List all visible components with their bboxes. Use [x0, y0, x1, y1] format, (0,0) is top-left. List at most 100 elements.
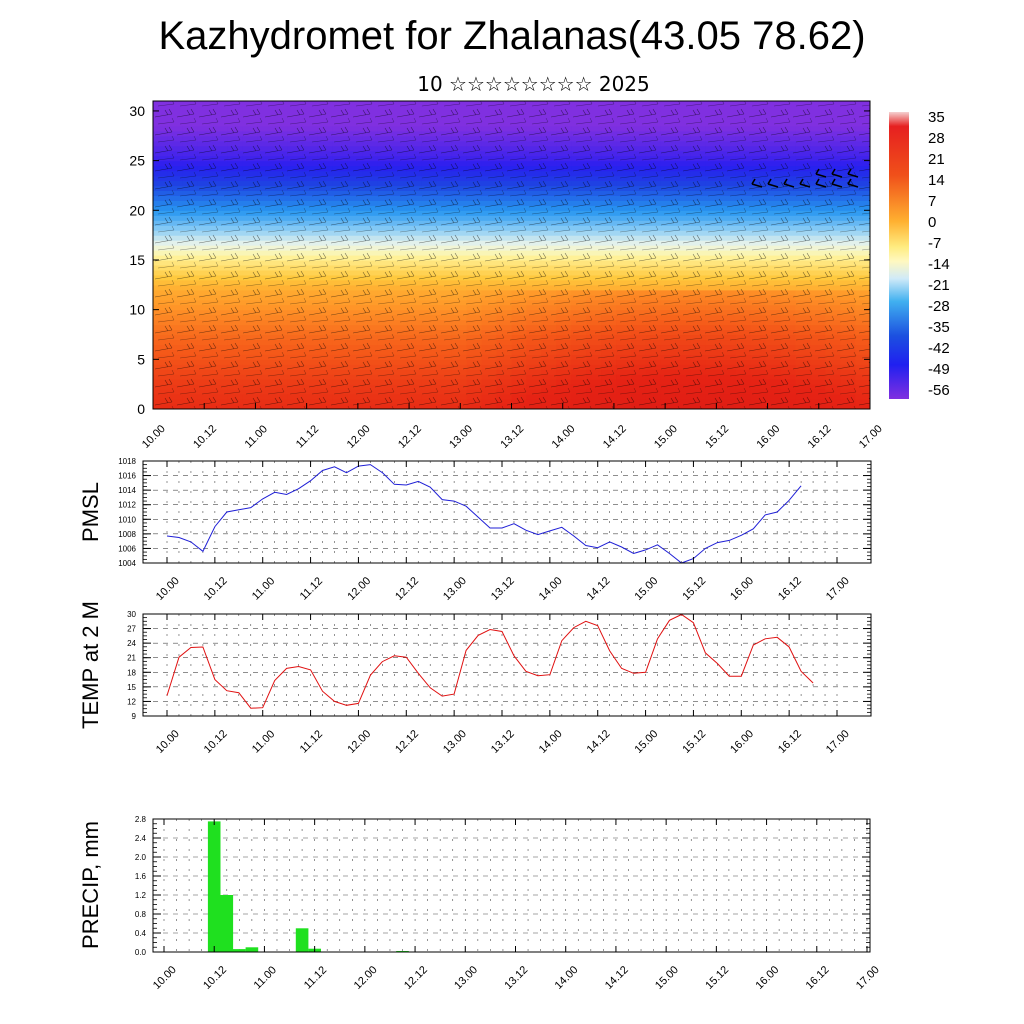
colorbar-label: 7 — [928, 193, 936, 210]
wind-barbs-highlight — [751, 168, 859, 188]
wind-barb — [815, 178, 827, 188]
pmsl-panel: 1004 1006 1008 1010 1012 1014 1016 1018 10.00 10… — [78, 457, 872, 603]
x-tick-label: 11.00 — [250, 575, 277, 602]
x-tick-label: 12.00 — [345, 728, 373, 756]
x-tick-label: 12.12 — [393, 728, 421, 756]
colorbar-label: -28 — [928, 298, 950, 315]
x-tick-label: 15.12 — [703, 964, 731, 992]
precip-ylabel: PRECIP, mm — [78, 821, 103, 949]
precip-bar — [233, 949, 246, 952]
colorbar-label: 14 — [928, 172, 945, 189]
precip-bar — [207, 821, 221, 952]
precip-bar — [220, 895, 234, 952]
y-tick-label: 12 — [127, 697, 136, 706]
x-tick-label: 15.00 — [653, 964, 681, 992]
y-tick-label: 21 — [127, 654, 136, 663]
x-tick-label: 15.12 — [680, 728, 708, 756]
x-tick-label: 10.12 — [191, 423, 219, 451]
x-tick-label: 15.00 — [632, 575, 660, 603]
x-tick-label: 16.00 — [728, 575, 756, 603]
x-tick-label: 12.00 — [352, 964, 380, 992]
cross-section-y-axis: 0 5 10 15 20 25 30 — [129, 103, 870, 417]
x-tick-label: 16.12 — [776, 728, 804, 756]
x-tick-label: 14.12 — [585, 575, 613, 603]
y-tick-label: 0.8 — [135, 910, 147, 919]
precip-bars — [207, 821, 409, 953]
temp-panel: 9 12 15 18 21 24 27 30 10.00 10.12 11.00 11.12 12.0… — [78, 601, 872, 756]
wind-barb — [767, 178, 779, 188]
temp-grid — [143, 613, 871, 717]
y-tick-label: 30 — [127, 610, 136, 619]
y-tick-label: 18 — [127, 668, 136, 677]
cross-section-panel: 0 5 10 15 20 25 30 10.00 10.12 11.00 11.12 12.00 12… — [129, 100, 885, 451]
x-tick-label: 10.00 — [151, 964, 179, 992]
x-tick-label: 12.00 — [345, 423, 373, 451]
y-tick-label: 0.0 — [135, 948, 147, 957]
colorbar-label: -21 — [928, 277, 950, 294]
colorbar-labels: 35 28 21 14 7 0 -7 -14 -21 -28 -35 -42 -49 -56 — [928, 109, 950, 399]
y-tick-label: 15 — [129, 252, 145, 268]
temp-frame — [142, 613, 872, 717]
x-tick-label: 14.00 — [550, 423, 578, 451]
colorbar-label: 0 — [928, 214, 936, 231]
y-tick-label: 0.4 — [135, 929, 147, 938]
y-tick-label: 2.0 — [135, 853, 147, 862]
y-tick-label: 10 — [129, 302, 145, 318]
x-tick-label: 11.00 — [250, 728, 277, 755]
y-tick-label: 24 — [127, 639, 136, 648]
x-tick-label: 16.12 — [806, 423, 834, 451]
y-tick-label: 1016 — [118, 472, 136, 481]
x-tick-label: 10.00 — [154, 575, 182, 603]
wind-barb — [751, 178, 763, 188]
page-title: Kazhydromet for Zhalanas(43.05 78.62) — [158, 14, 866, 58]
x-tick-label: 10.00 — [154, 728, 182, 756]
y-tick-label: 1.2 — [135, 891, 147, 900]
colorbar-label: 35 — [928, 109, 945, 126]
colorbar-label: 21 — [928, 151, 945, 168]
x-tick-label: 14.00 — [553, 964, 581, 992]
colorbar-label: 28 — [928, 130, 945, 147]
colorbar-label: -42 — [928, 340, 950, 357]
x-tick-label: 14.00 — [537, 575, 565, 603]
wind-barb — [831, 168, 843, 178]
x-tick-label: 11.00 — [243, 423, 270, 450]
y-tick-label: 2.8 — [135, 815, 147, 824]
x-tick-label: 13.12 — [498, 423, 526, 451]
x-tick-label: 10.12 — [201, 964, 229, 992]
x-tick-label: 17.00 — [824, 575, 852, 603]
x-tick-label: 12.12 — [396, 423, 424, 451]
y-tick-label: 1004 — [118, 559, 136, 568]
colorbar-gradient — [889, 112, 909, 399]
x-tick-label: 16.00 — [728, 728, 756, 756]
pmsl-frame — [142, 460, 872, 564]
temp-ylabel: TEMP at 2 M — [78, 601, 103, 729]
y-tick-label: 20 — [129, 202, 145, 218]
x-tick-label: 15.12 — [703, 423, 731, 451]
x-tick-label: 10.12 — [202, 575, 230, 603]
x-tick-label: 14.12 — [601, 423, 629, 451]
colorbar-label: -35 — [928, 319, 950, 336]
x-tick-label: 13.00 — [452, 964, 480, 992]
wind-barb — [783, 178, 795, 188]
colorbar-label: -7 — [928, 235, 941, 252]
x-tick-label: 12.12 — [393, 575, 421, 603]
x-tick-label: 13.12 — [489, 728, 517, 756]
colorbar-label: -56 — [928, 382, 950, 399]
x-tick-label: 12.12 — [402, 964, 430, 992]
wind-barb — [847, 178, 859, 188]
wind-barb — [799, 178, 811, 188]
x-tick-label: 17.00 — [857, 423, 885, 451]
x-tick-label: 11.12 — [302, 964, 329, 991]
temp-x-axis: 10.00 10.12 11.00 11.12 12.00 12.12 13.00 13.12… — [154, 614, 852, 756]
y-tick-label: 1012 — [118, 501, 136, 510]
x-tick-label: 11.12 — [294, 423, 321, 450]
page-subtitle: 10 ☆☆☆☆☆☆☆☆ 2025 — [417, 72, 650, 96]
x-tick-label: 15.12 — [680, 575, 708, 603]
x-tick-label: 13.00 — [441, 575, 469, 603]
x-tick-label: 13.12 — [489, 575, 517, 603]
pmsl-grid — [143, 460, 871, 564]
x-tick-label: 13.00 — [441, 728, 469, 756]
precip-y-axis: 0.0 0.4 0.8 1.2 1.6 2.0 2.4 2.8 — [135, 815, 870, 957]
pmsl-series-line — [166, 464, 802, 564]
